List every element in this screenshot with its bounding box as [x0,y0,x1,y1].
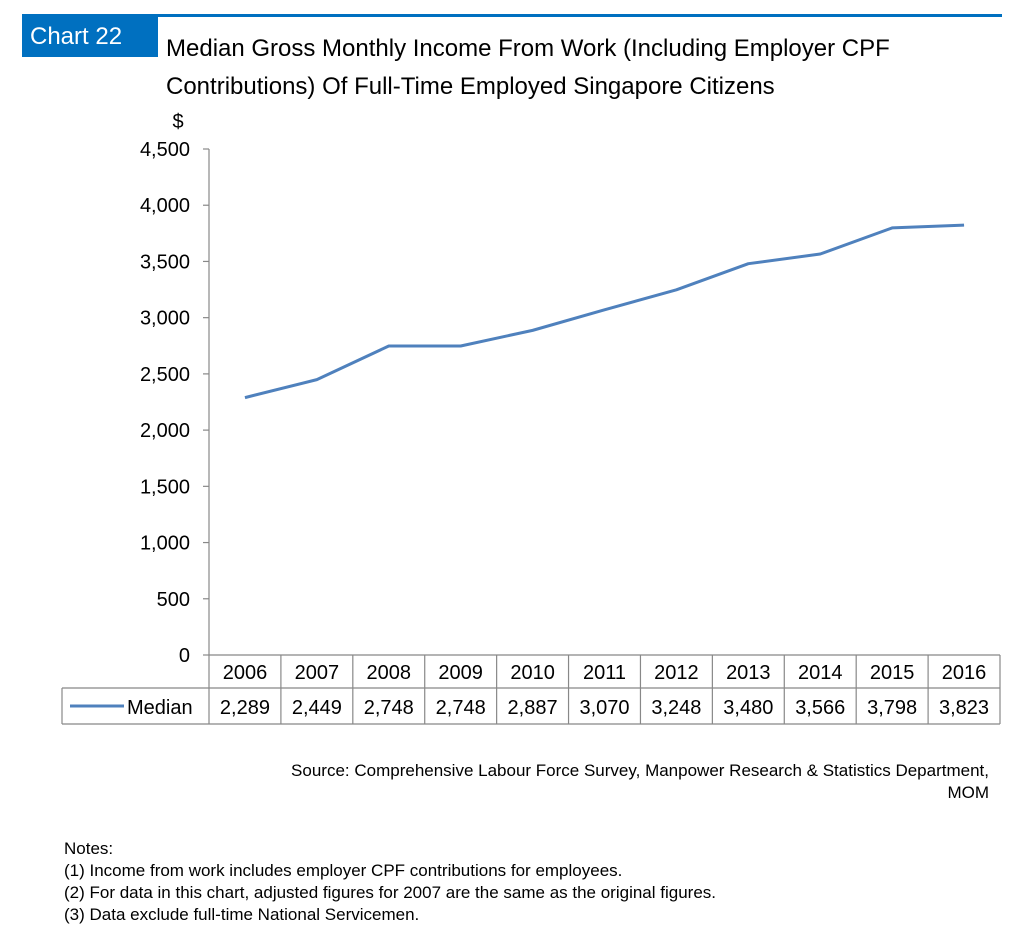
data-table-value: 3,566 [795,697,845,719]
chart-title-line-1: Median Gross Monthly Income From Work (I… [166,35,890,62]
y-tick-label: 3,000 [140,308,190,330]
x-tick-label: 2012 [654,662,699,684]
y-tick-label: 4,000 [140,195,190,217]
x-tick-label: 2013 [726,662,771,684]
y-tick-label: 1,500 [140,476,190,498]
y-tick-label: 2,500 [140,364,190,386]
y-tick-label: 0 [179,645,190,667]
data-table-value: 2,748 [364,697,414,719]
data-table-value: 3,248 [651,697,701,719]
data-table-value: 2,289 [220,697,270,719]
data-table-value: 3,823 [939,697,989,719]
y-tick-label: 500 [157,589,190,611]
line-chart: $ 0 500 1,000 1,500 2,000 2,500 3,000 3,500 4,00… [61,111,1001,725]
x-tick-label: 2008 [367,662,412,684]
y-axis-unit-label: $ [172,111,183,133]
notes-heading: Notes: [64,839,114,858]
series-line-median [244,223,965,400]
data-table-value: 3,070 [579,697,629,719]
note-item: (1) Income from work includes employer C… [64,861,623,880]
data-table-value: 2,449 [292,697,342,719]
x-tick-label: 2014 [798,662,843,684]
y-tick-label: 2,000 [140,420,190,442]
source-note: Source: Comprehensive Labour Force Surve… [29,760,989,804]
x-tick-label: 2015 [870,662,915,684]
data-table: 2006 2,289 2007 2,449 2008 2,748 2009 2,748 2010… [61,654,1001,725]
y-tick-label: 4,500 [140,139,190,161]
chart-title: Median Gross Monthly Income From Work (I… [166,30,1006,106]
source-line-2: MOM [947,783,989,802]
x-tick-label: 2016 [942,662,987,684]
note-item: (3) Data exclude full-time National Serv… [64,905,420,924]
data-table-value: 2,887 [508,697,558,719]
data-table-value: 3,798 [867,697,917,719]
note-item: (2) For data in this chart, adjusted fig… [64,883,717,902]
legend-label-median: Median [127,697,193,719]
chart-title-line-2: Contributions) Of Full-Time Employed Sin… [166,73,775,100]
y-axis: 0 500 1,000 1,500 2,000 2,500 3,000 3,500 4,000 4… [140,139,210,667]
series-median [244,223,965,400]
notes-section: Notes: (1) Income from work includes emp… [64,838,1004,926]
x-tick-label: 2007 [295,662,340,684]
data-table-value: 3,480 [723,697,773,719]
x-tick-label: 2011 [583,662,626,684]
y-tick-label: 3,500 [140,251,190,273]
y-tick-label: 1,000 [140,533,190,555]
x-tick-label: 2010 [510,662,555,684]
data-table-value: 2,748 [436,697,486,719]
header-rule [22,14,1002,17]
x-tick-label: 2006 [223,662,268,684]
x-tick-label: 2009 [438,662,483,684]
source-line-1: Source: Comprehensive Labour Force Surve… [291,761,989,780]
chart-number-badge: Chart 22 [22,17,158,57]
